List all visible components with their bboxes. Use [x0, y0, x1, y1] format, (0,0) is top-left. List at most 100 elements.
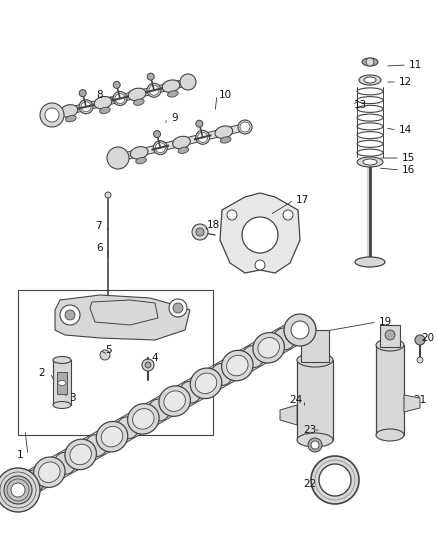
Ellipse shape	[96, 422, 128, 452]
Ellipse shape	[127, 403, 159, 434]
Ellipse shape	[183, 77, 193, 87]
Ellipse shape	[168, 91, 178, 97]
Ellipse shape	[196, 131, 210, 144]
Circle shape	[255, 260, 265, 270]
Ellipse shape	[376, 339, 404, 351]
Circle shape	[227, 210, 237, 220]
Circle shape	[169, 299, 187, 317]
Ellipse shape	[155, 143, 165, 152]
Ellipse shape	[111, 151, 125, 165]
Circle shape	[283, 210, 293, 220]
Text: 11: 11	[408, 60, 422, 70]
Text: 24: 24	[290, 395, 303, 405]
Polygon shape	[220, 193, 300, 273]
Ellipse shape	[60, 104, 78, 117]
Circle shape	[4, 476, 32, 504]
Ellipse shape	[164, 391, 185, 411]
Ellipse shape	[238, 120, 252, 134]
Text: 13: 13	[353, 100, 367, 110]
Ellipse shape	[115, 93, 125, 103]
Circle shape	[147, 73, 154, 80]
Ellipse shape	[297, 353, 333, 367]
Circle shape	[105, 192, 111, 198]
Ellipse shape	[66, 116, 76, 122]
Circle shape	[196, 120, 203, 127]
Bar	[53, 360, 71, 405]
Ellipse shape	[215, 126, 233, 139]
Text: 12: 12	[399, 77, 412, 87]
Bar	[18, 290, 213, 435]
Circle shape	[0, 468, 40, 512]
Ellipse shape	[136, 157, 146, 164]
Ellipse shape	[242, 346, 264, 368]
Ellipse shape	[357, 157, 383, 167]
Ellipse shape	[34, 457, 65, 488]
Circle shape	[311, 441, 319, 449]
Ellipse shape	[149, 85, 159, 95]
Circle shape	[319, 464, 351, 496]
Text: 17: 17	[295, 195, 309, 205]
Ellipse shape	[240, 122, 250, 132]
Circle shape	[366, 58, 374, 66]
Ellipse shape	[159, 386, 191, 416]
Text: 1: 1	[17, 450, 23, 460]
Circle shape	[40, 103, 64, 127]
Ellipse shape	[162, 80, 180, 92]
Ellipse shape	[99, 107, 110, 114]
Ellipse shape	[117, 417, 139, 439]
Text: 22: 22	[304, 479, 317, 489]
Circle shape	[308, 438, 322, 452]
Bar	[376, 345, 404, 435]
Text: 20: 20	[421, 333, 434, 343]
Polygon shape	[51, 78, 189, 118]
Ellipse shape	[131, 147, 148, 159]
Ellipse shape	[39, 462, 60, 482]
Ellipse shape	[70, 444, 92, 465]
Circle shape	[291, 321, 309, 339]
Polygon shape	[117, 124, 246, 161]
Text: 6: 6	[97, 243, 103, 253]
Text: 15: 15	[401, 153, 415, 163]
Text: 14: 14	[399, 125, 412, 135]
Circle shape	[79, 90, 86, 96]
Circle shape	[311, 456, 359, 504]
Ellipse shape	[45, 108, 59, 122]
Ellipse shape	[54, 453, 76, 474]
Text: 2: 2	[39, 368, 45, 378]
Circle shape	[417, 357, 423, 363]
Ellipse shape	[211, 364, 233, 385]
Ellipse shape	[222, 350, 253, 381]
Circle shape	[415, 335, 425, 345]
Polygon shape	[404, 395, 420, 412]
Ellipse shape	[113, 92, 127, 106]
Ellipse shape	[190, 368, 222, 399]
Ellipse shape	[273, 328, 295, 350]
Circle shape	[100, 350, 110, 360]
Polygon shape	[90, 300, 158, 325]
Ellipse shape	[7, 480, 29, 500]
Ellipse shape	[101, 426, 123, 447]
Circle shape	[173, 303, 183, 313]
Ellipse shape	[147, 83, 161, 97]
Ellipse shape	[148, 399, 170, 421]
Ellipse shape	[134, 99, 144, 106]
Ellipse shape	[179, 381, 201, 403]
Bar	[380, 325, 400, 347]
Bar	[57, 372, 67, 394]
Circle shape	[196, 228, 204, 236]
Ellipse shape	[355, 257, 385, 267]
Ellipse shape	[58, 381, 66, 385]
Ellipse shape	[85, 434, 107, 457]
Text: 18: 18	[206, 220, 219, 230]
Text: 9: 9	[172, 113, 178, 123]
Ellipse shape	[289, 320, 311, 340]
Text: 4: 4	[152, 353, 158, 363]
Circle shape	[11, 483, 25, 497]
Circle shape	[145, 362, 151, 368]
Text: 8: 8	[97, 90, 103, 100]
Circle shape	[284, 314, 316, 346]
Polygon shape	[55, 295, 190, 340]
Text: 16: 16	[401, 165, 415, 175]
Ellipse shape	[178, 147, 189, 154]
Ellipse shape	[173, 136, 191, 149]
